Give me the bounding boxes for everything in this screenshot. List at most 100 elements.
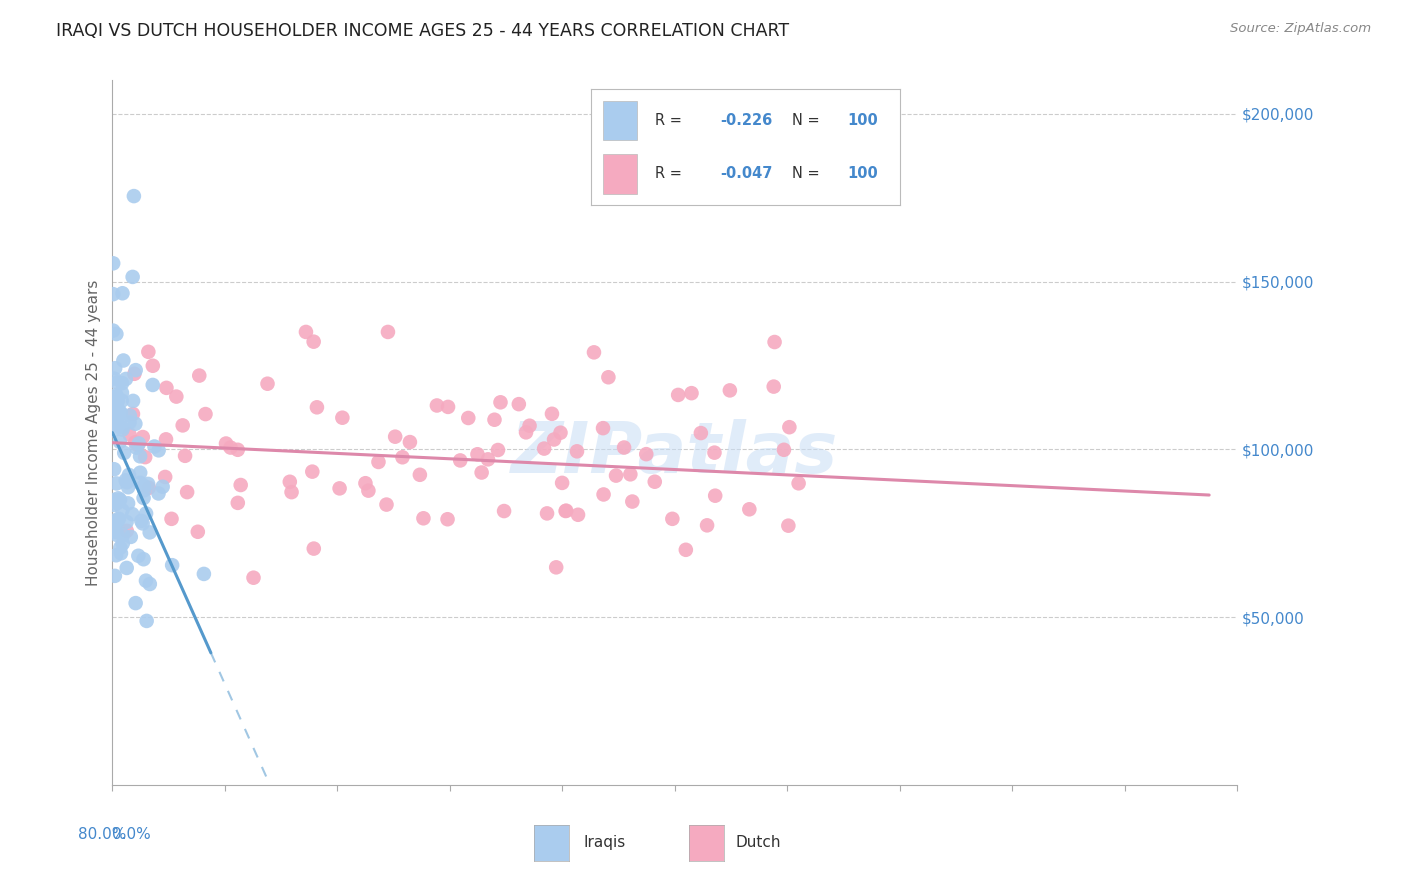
Point xyxy=(738,502,761,516)
Point xyxy=(546,560,568,574)
Point xyxy=(115,524,138,538)
Point xyxy=(125,441,148,455)
Point xyxy=(718,384,741,398)
Point xyxy=(135,574,157,588)
Point xyxy=(457,411,479,425)
Point xyxy=(103,409,124,423)
Point xyxy=(122,407,145,421)
Point xyxy=(136,477,159,491)
Point xyxy=(703,445,725,459)
Point xyxy=(357,483,380,498)
Text: ZIPatlas: ZIPatlas xyxy=(512,419,838,488)
Text: R =: R = xyxy=(655,166,688,181)
Point xyxy=(160,512,183,526)
Point xyxy=(105,417,128,431)
Point xyxy=(329,482,352,496)
Point xyxy=(105,376,128,390)
Point xyxy=(110,405,132,419)
Point xyxy=(219,441,242,455)
Point xyxy=(105,548,128,562)
Point xyxy=(110,406,132,420)
Point xyxy=(367,455,389,469)
Point xyxy=(229,478,252,492)
Point xyxy=(551,475,574,490)
Point xyxy=(567,508,589,522)
Point xyxy=(661,512,683,526)
Point xyxy=(103,256,124,270)
Point xyxy=(449,453,471,467)
Point xyxy=(256,376,278,391)
Point xyxy=(103,408,125,422)
Point xyxy=(103,287,124,301)
Point xyxy=(391,450,413,465)
Point xyxy=(675,542,697,557)
Point xyxy=(121,269,143,284)
Text: R =: R = xyxy=(655,113,688,128)
Point xyxy=(278,475,301,489)
Point xyxy=(619,467,641,482)
Point xyxy=(111,423,134,437)
Point xyxy=(636,447,658,461)
Point xyxy=(484,413,506,427)
Point xyxy=(103,414,124,428)
Point xyxy=(103,423,125,437)
Point xyxy=(143,440,166,454)
Point xyxy=(681,386,703,401)
Point xyxy=(107,406,129,420)
Point xyxy=(778,420,800,434)
Point xyxy=(519,418,541,433)
Point xyxy=(104,410,127,425)
Point xyxy=(302,541,325,556)
Point xyxy=(384,430,406,444)
Point xyxy=(132,430,155,444)
Point xyxy=(129,475,152,490)
Point xyxy=(332,410,354,425)
Point xyxy=(103,324,124,338)
Point xyxy=(644,475,666,489)
Point xyxy=(138,344,160,359)
Point xyxy=(104,390,127,404)
Point xyxy=(111,503,134,517)
Point xyxy=(592,487,614,501)
Point xyxy=(152,480,174,494)
Point xyxy=(118,427,141,442)
Point xyxy=(160,558,183,573)
Point xyxy=(105,496,128,510)
Point xyxy=(105,528,128,542)
Point xyxy=(111,376,134,391)
Point xyxy=(155,381,177,395)
Point xyxy=(112,353,135,368)
Point xyxy=(188,368,211,383)
Text: 80.0%: 80.0% xyxy=(79,827,127,842)
Point xyxy=(543,433,565,447)
Point xyxy=(108,434,131,449)
Point xyxy=(132,491,155,505)
Point xyxy=(666,388,689,402)
Point xyxy=(138,525,160,540)
Point xyxy=(112,446,135,460)
Point xyxy=(105,388,128,402)
Point xyxy=(105,409,128,423)
Point xyxy=(486,442,509,457)
Point xyxy=(134,483,156,498)
Point xyxy=(536,507,558,521)
Point xyxy=(103,492,125,507)
Point xyxy=(108,492,131,507)
Y-axis label: Householder Income Ages 25 - 44 years: Householder Income Ages 25 - 44 years xyxy=(86,279,101,586)
Point xyxy=(139,577,162,591)
Point xyxy=(515,425,537,440)
Point xyxy=(103,371,125,385)
Point xyxy=(108,512,131,526)
Point xyxy=(131,516,153,531)
Point xyxy=(111,420,134,434)
Point xyxy=(142,359,165,373)
Point xyxy=(153,470,176,484)
Point xyxy=(122,189,145,203)
Text: Dutch: Dutch xyxy=(735,836,780,850)
Point xyxy=(467,447,489,461)
Point xyxy=(125,363,148,377)
Point xyxy=(375,498,398,512)
Point xyxy=(117,496,139,510)
Point xyxy=(704,489,727,503)
Point xyxy=(613,441,636,455)
